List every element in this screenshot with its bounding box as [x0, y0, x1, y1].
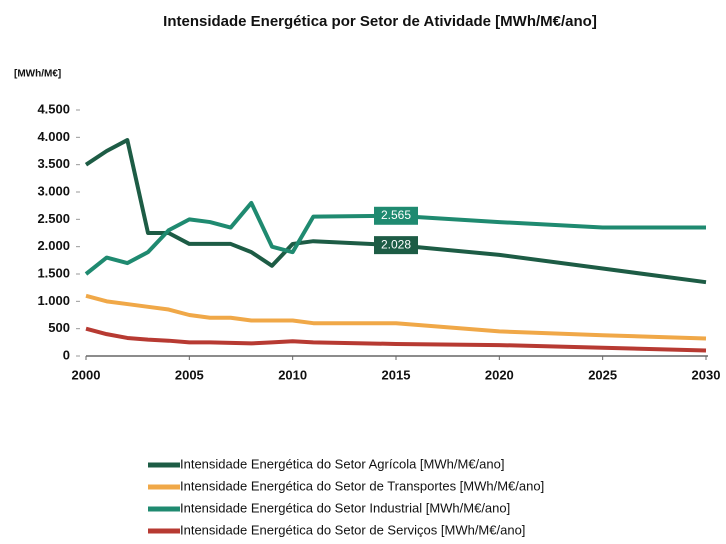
- y-tick-label: 0: [63, 347, 70, 362]
- value-label-box: [374, 206, 418, 225]
- value-label: 2.028: [381, 237, 411, 251]
- series-line: [85, 326, 707, 353]
- series-line: [85, 293, 707, 341]
- y-tick-label: 3.000: [37, 183, 70, 198]
- legend-label: Intensidade Energética do Setor de Trans…: [180, 478, 544, 493]
- series-line: [84, 138, 707, 285]
- y-tick-label: 2.500: [37, 211, 70, 226]
- x-tick-label: 2020: [485, 367, 514, 382]
- chart-title: Intensidade Energética por Setor de Ativ…: [163, 13, 597, 30]
- legend-label: Intensidade Energética do Setor Industri…: [180, 500, 510, 515]
- y-tick-label: 1.000: [37, 293, 70, 308]
- y-tick-label: 4.500: [37, 101, 70, 116]
- y-axis-label: [MWh/M€]: [14, 69, 61, 80]
- value-label: 2.565: [381, 208, 411, 222]
- y-tick-label: 4.000: [37, 129, 70, 144]
- x-tick-label: 2015: [382, 367, 411, 382]
- y-tick-label: 2.000: [37, 238, 70, 253]
- y-tick-label: 500: [48, 320, 70, 335]
- value-label-box: [374, 236, 418, 255]
- y-tick-label: 1.500: [37, 265, 70, 280]
- legend-label: Intensidade Energética do Setor Agrícola…: [180, 456, 504, 471]
- x-tick-label: 2025: [588, 367, 617, 382]
- series-line: [84, 200, 706, 276]
- y-tick-label: 3.500: [37, 156, 70, 171]
- x-tick-label: 2010: [278, 367, 307, 382]
- x-tick-label: 2030: [692, 367, 721, 382]
- x-tick-label: 2005: [175, 367, 204, 382]
- legend-label: Intensidade Energética do Setor de Servi…: [180, 522, 525, 537]
- x-tick-label: 2000: [72, 367, 101, 382]
